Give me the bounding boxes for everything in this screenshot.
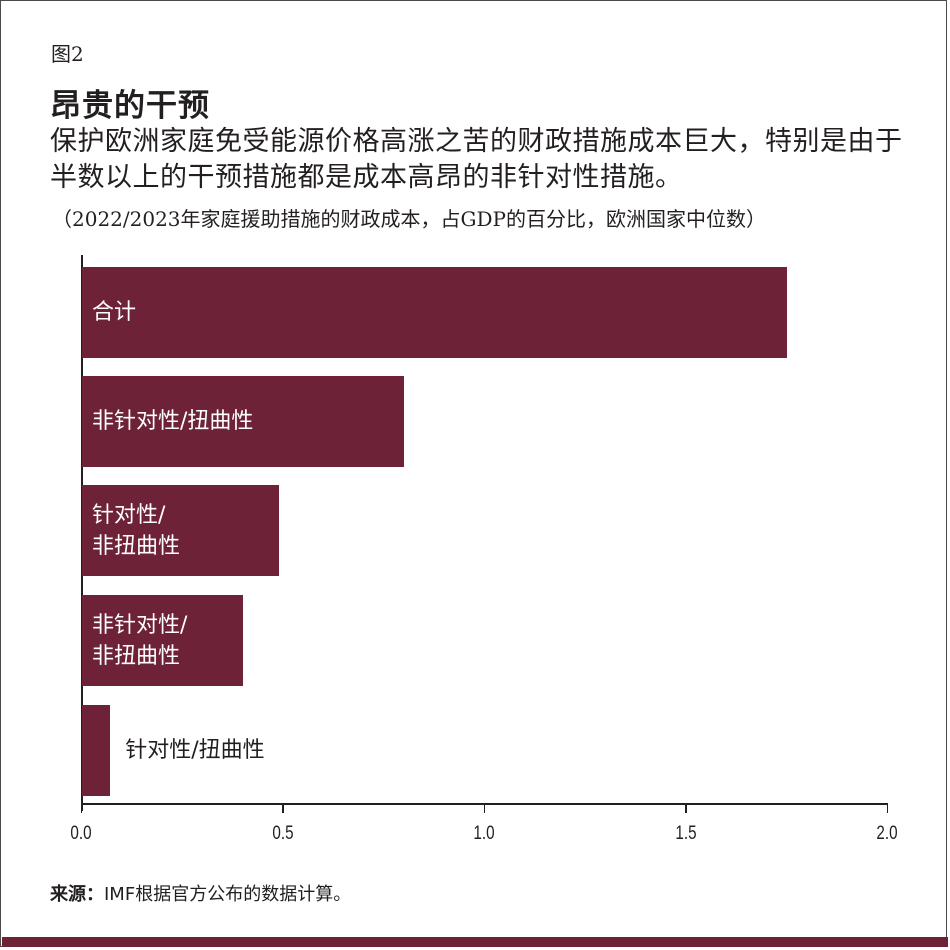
- x-tick: [685, 803, 687, 813]
- x-tick-label: 1.5: [674, 823, 697, 844]
- chart-subtitle: 保护欧洲家庭免受能源价格高涨之苦的财政措施成本巨大，特别是由于半数以上的干预措施…: [50, 126, 903, 193]
- x-tick-label: 1.0: [473, 823, 495, 844]
- bar-label-line: 针对性/: [92, 502, 166, 528]
- x-tick-label: 0.5: [271, 823, 294, 844]
- bar: [82, 705, 111, 796]
- bar-label: 针对性/扭曲性: [125, 705, 264, 796]
- bar: [82, 595, 244, 686]
- source-text: IMF根据官方公布的数据计算。: [104, 884, 352, 905]
- bar-label-line: 非针对性/: [92, 612, 188, 638]
- x-tick: [80, 803, 82, 813]
- x-tick: [886, 803, 888, 813]
- bar-label-line: 非扭曲性: [92, 533, 181, 559]
- y-axis-line: [81, 255, 83, 811]
- x-tick: [483, 803, 485, 813]
- bar-label: 非针对性/非扭曲性: [92, 595, 187, 686]
- bar-label-line: 非针对性/扭曲性: [92, 409, 254, 434]
- bar-label: 合计: [92, 267, 136, 358]
- bar-label: 非针对性/扭曲性: [92, 376, 253, 467]
- bar: [82, 376, 405, 467]
- x-tick-label: 2.0: [876, 823, 898, 844]
- chart-title: 昂贵的干预: [50, 88, 210, 124]
- source-note: 来源：IMF根据官方公布的数据计算。: [50, 880, 351, 906]
- bottom-accent-band: [2, 937, 948, 947]
- bar: [82, 267, 788, 358]
- bar-label-line: 针对性/扭曲性: [125, 738, 265, 763]
- source-label: 来源：: [50, 884, 104, 905]
- plot-area: 0.0 0.5 1.0 1.5 2.0 合计 非针对性/扭曲性 针对性/非扭曲性 非针对性/非扭…: [70, 255, 898, 844]
- bar: [82, 485, 280, 576]
- bar-label: 针对性/非扭曲性: [92, 485, 180, 576]
- bar-label-line: 合计: [92, 300, 137, 325]
- bar-label-line: 非扭曲性: [92, 643, 181, 669]
- x-tick: [282, 803, 284, 813]
- figure-number: 图2: [51, 42, 84, 66]
- x-tick-label: 0.0: [70, 823, 92, 844]
- chart-units-note: （2022/2023年家庭援助措施的财政成本，占GDP的百分比，欧洲国家中位数）: [52, 207, 767, 231]
